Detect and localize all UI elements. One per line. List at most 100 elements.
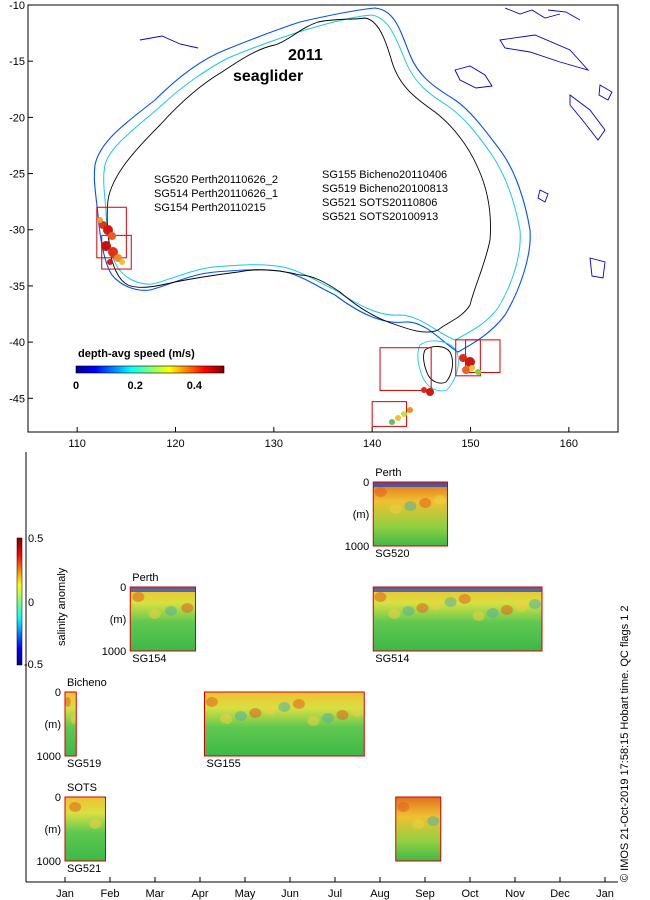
month-label-3: Apr: [191, 888, 208, 900]
section-blob-3-1-0: [397, 802, 410, 812]
section-blob-1-0-1: [148, 609, 161, 619]
month-label-7: Aug: [370, 888, 390, 900]
section-1-1: SG514: [372, 586, 543, 665]
month-label-8: Sep: [415, 888, 435, 900]
salinity-colorbar: [16, 537, 23, 666]
section-0-0: SG520 Perth 0 (m) 1000: [345, 467, 448, 560]
section-blob-2-1-8: [321, 713, 334, 723]
section-blob-3-0-0: [69, 802, 82, 812]
month-label-0: Jan: [56, 888, 74, 900]
map-y-tick-label-1: -15: [9, 56, 25, 68]
depth-tick-mid-2: (m): [45, 719, 62, 731]
map-y-tick-label-7: -45: [9, 393, 25, 405]
month-label-10: Nov: [505, 888, 525, 900]
tasmania-isobath: [417, 340, 459, 392]
section-blob-0-0-0: [374, 487, 387, 497]
section-blob-1-1-4: [430, 600, 443, 610]
track-sots: [389, 387, 434, 425]
section-blob-1-1-7: [472, 611, 485, 621]
depth-tick-top-1: 0: [120, 582, 126, 594]
section-blob-2-1-5: [278, 702, 291, 712]
map-title: 2011: [288, 47, 323, 64]
section-blob-1-0-0: [132, 592, 145, 602]
map-x-tick-label-0: 110: [68, 438, 86, 450]
section-blob-2-0-1: [70, 714, 77, 724]
glider-sections: SG520Perth0(m)1000SG154Perth0(m)1000SG51…: [37, 467, 543, 875]
section-frame-3-1: [395, 796, 442, 862]
tasmania-coastline: [423, 346, 453, 384]
map-x-tick-label-5: 160: [560, 438, 578, 450]
row-site-2: Bicheno: [67, 677, 107, 689]
depth-tick-mid-0: (m): [353, 509, 370, 521]
deployment-list-west: SG520 Perth20110626_2 SG514 Perth20110626…: [154, 174, 278, 214]
section-blob-0-0-4: [434, 495, 447, 505]
isobath-shallow: [103, 14, 521, 341]
section-blob-2-1-9: [336, 710, 349, 720]
depth-tick-mid-1: (m): [110, 614, 127, 626]
section-3-1: [395, 796, 442, 862]
speed-colorbar-tick-1: 0.2: [128, 380, 143, 392]
month-label-6: Jul: [328, 888, 342, 900]
map-x-ticks: 110 120 130 140 150 160: [68, 427, 578, 450]
section-surface-1-0: [130, 587, 196, 592]
section-blob-1-1-1: [388, 609, 401, 619]
map-x-tick-label-1: 120: [166, 438, 184, 450]
section-1-0: SG154 Perth 0 (m) 1000: [102, 572, 196, 665]
month-label-12: Jan: [596, 888, 614, 900]
isobath-deep: [93, 7, 531, 353]
footer-credit: © IMOS 21-Oct-2019 17:58:15 Hobart time.…: [619, 605, 631, 882]
depth-tick-bottom-2: 1000: [37, 751, 61, 763]
track-perth: [97, 217, 125, 265]
deployment-west-1: SG514 Perth20110626_1: [154, 188, 278, 200]
row-site-1: Perth: [132, 572, 158, 584]
section-2-0: SG519 Bicheno 0 (m) 1000: [37, 677, 107, 770]
section-blob-3-1-2: [427, 816, 440, 826]
map-y-ticks: -10 -15 -20 -25 -30 -35 -40 -45: [9, 0, 33, 405]
speed-colorbar-tick-2: 0.4: [187, 380, 203, 392]
map-panel: 2011 seaglider SG520 Perth20110626_2 SG51…: [9, 0, 619, 450]
section-blob-0-0-1: [389, 504, 402, 514]
section-blob-2-1-2: [234, 711, 247, 721]
depth-tick-bottom-1: 1000: [102, 646, 126, 658]
glider-tracks: [97, 217, 481, 425]
speed-colorbar-label: depth-avg speed (m/s): [78, 348, 195, 360]
deployment-west-2: SG154 Perth20110215: [154, 202, 266, 214]
section-blob-3-0-1: [89, 819, 102, 829]
section-blob-1-1-0: [374, 592, 387, 602]
depth-tick-top-3: 0: [55, 792, 61, 804]
section-blob-1-0-2: [165, 606, 178, 616]
depth-tick-bottom-0: 1000: [345, 541, 369, 553]
month-label-4: May: [235, 888, 256, 900]
deployment-box-0: [96, 206, 127, 259]
map-x-tick-label-4: 150: [461, 438, 479, 450]
salinity-cbar-tick-top: 0.5: [28, 533, 43, 545]
section-frame-3-0: [64, 796, 106, 862]
depth-tick-top-0: 0: [363, 477, 369, 489]
deployment-west-0: SG520 Perth20110626_2: [154, 174, 278, 186]
deployment-east-0: SG155 Bicheno20110406: [322, 169, 447, 181]
section-blob-1-1-9: [500, 605, 513, 615]
month-label-9: Oct: [461, 888, 478, 900]
salinity-cbar-tick-mid: 0: [28, 597, 34, 609]
deployment-east-2: SG521 SOTS20110806: [322, 197, 437, 209]
section-blob-0-0-3: [419, 498, 432, 508]
section-glider-2-1: SG155: [207, 758, 241, 770]
track-bicheno: [459, 354, 481, 375]
section-frame-1-0: [129, 586, 196, 652]
deployment-box-1: [101, 234, 132, 270]
section-frame-2-1: [204, 691, 365, 757]
month-label-5: Jun: [281, 888, 299, 900]
map-y-tick-label-4: -30: [9, 225, 25, 237]
section-blob-1-1-5: [444, 597, 457, 607]
map-subtitle: seaglider: [233, 68, 303, 85]
islands: [139, 7, 613, 279]
section-blob-2-0-0: [65, 697, 71, 707]
section-blob-2-1-10: [350, 707, 363, 717]
section-blob-1-1-8: [486, 608, 499, 618]
section-blob-1-1-6: [458, 594, 471, 604]
section-blob-1-1-3: [416, 603, 429, 613]
map-y-tick-label-0: -10: [9, 0, 25, 12]
map-y-tick-label-2: -20: [9, 112, 25, 124]
map-y-tick-label-5: -35: [9, 281, 25, 293]
